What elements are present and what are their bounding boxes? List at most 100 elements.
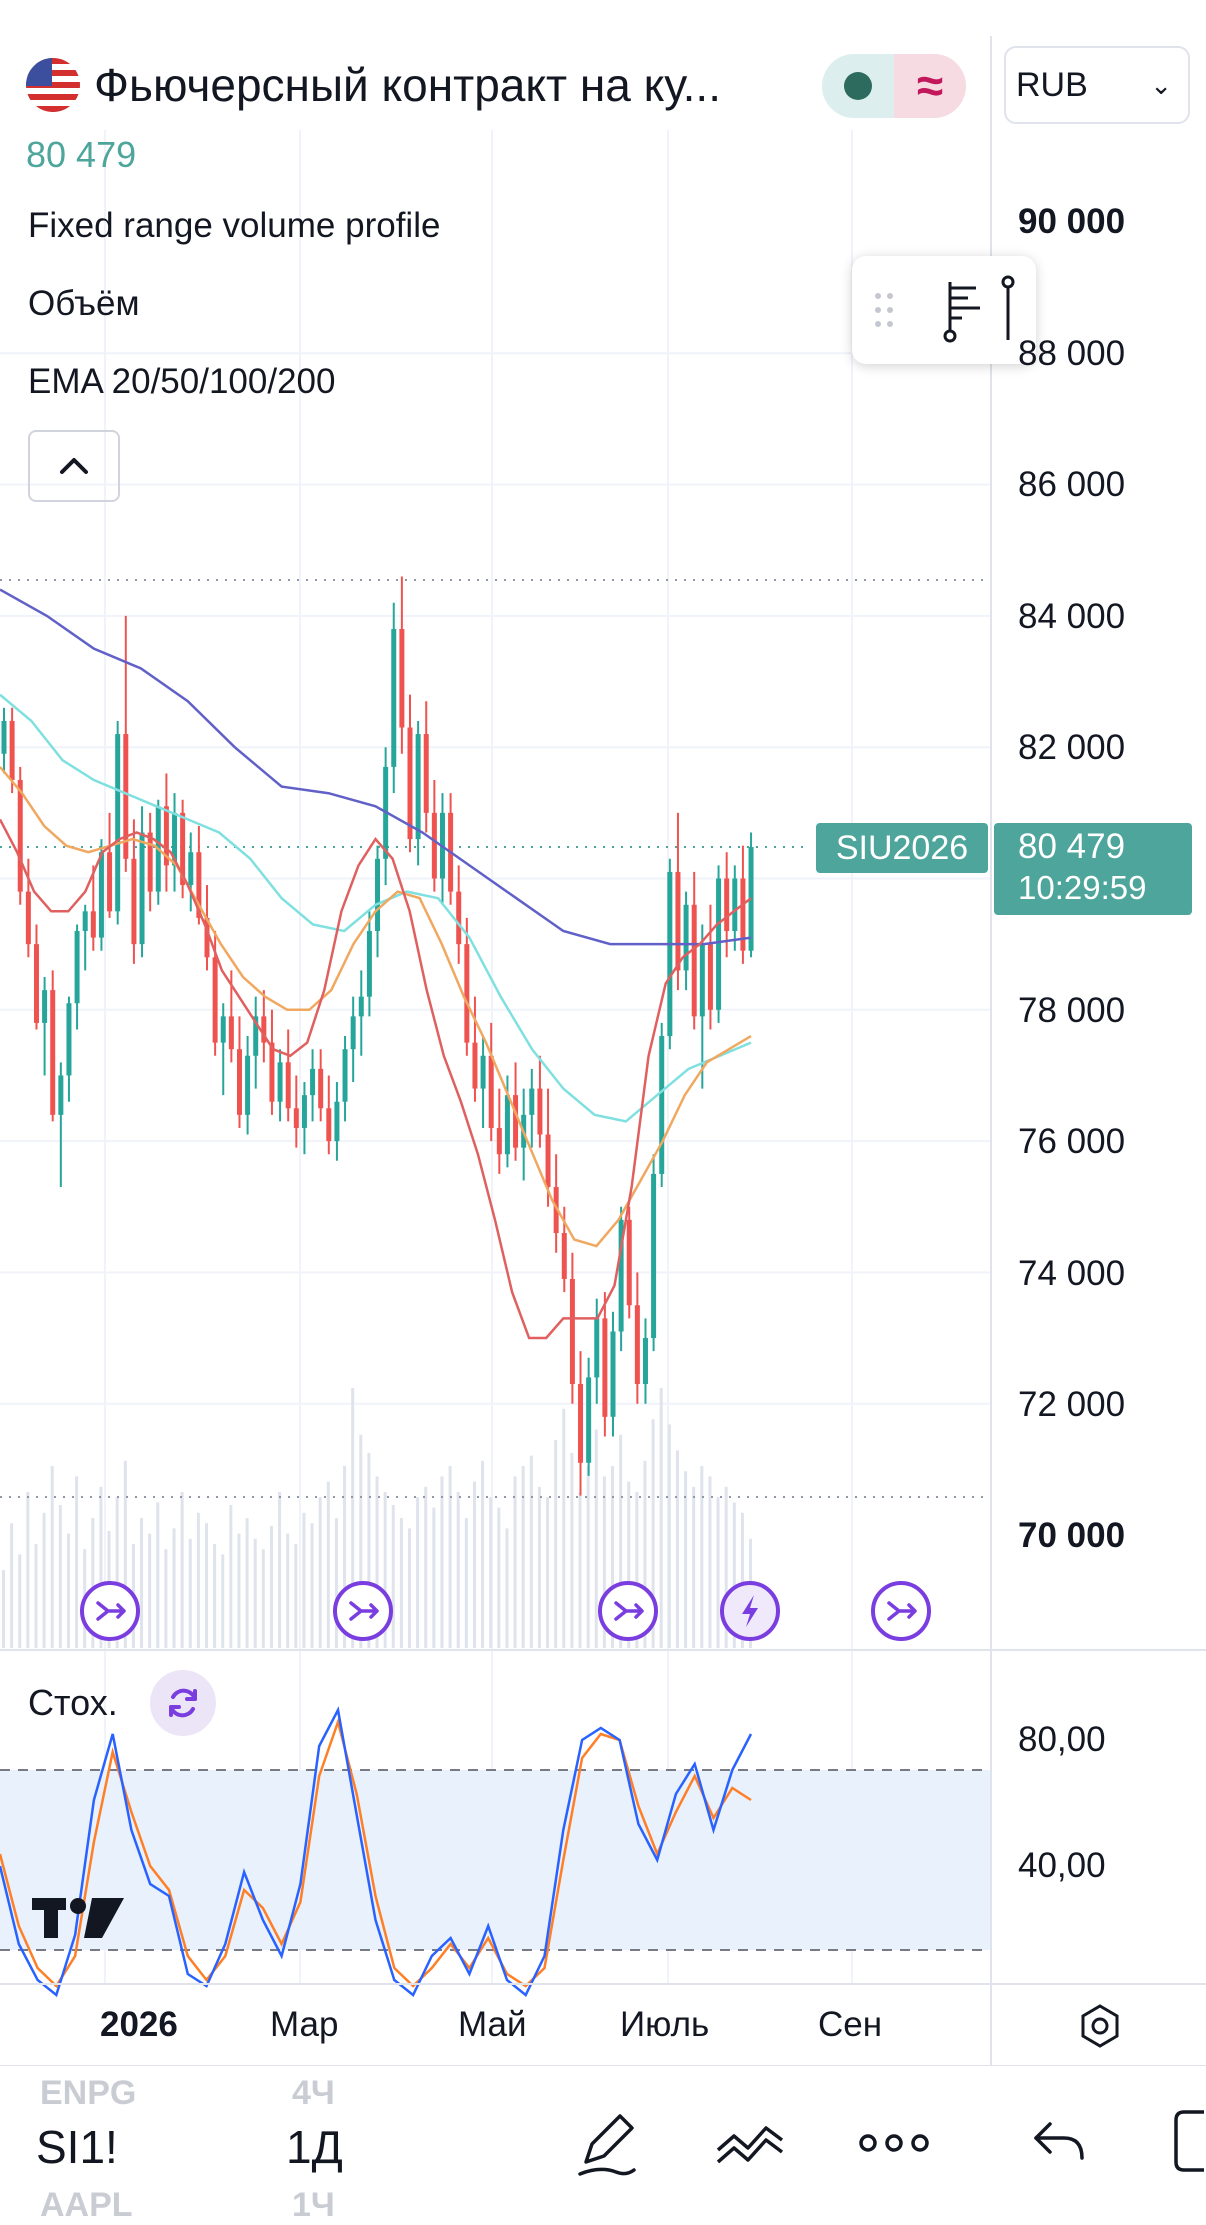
undo-icon[interactable] — [1030, 2114, 1090, 2171]
volume-bar — [156, 1502, 160, 1648]
candle-body — [228, 1016, 234, 1050]
volume-bar — [205, 1523, 208, 1648]
stochastic-label[interactable]: Стох. — [28, 1682, 118, 1723]
volume-bar — [554, 1440, 558, 1648]
fullscreen-icon[interactable] — [1170, 2108, 1206, 2179]
price-axis-label: 84 000 — [1018, 597, 1126, 636]
volume-bar — [529, 1455, 533, 1648]
candle-body — [66, 1003, 72, 1076]
indicators-icon[interactable] — [712, 2110, 788, 2175]
refresh-icon[interactable] — [150, 1670, 216, 1736]
currency-select[interactable]: RUB ⌄ — [1004, 46, 1190, 124]
price-axis-label: 90 000 — [1018, 202, 1126, 241]
candle-body — [699, 944, 705, 1017]
candle-body — [472, 1042, 478, 1089]
candle-body — [504, 1095, 510, 1155]
candle-body — [716, 878, 722, 1010]
chevron-down-icon: ⌄ — [1150, 70, 1172, 100]
interval-picker[interactable]: 1Д — [286, 2121, 343, 2173]
dividend-event-icon[interactable] — [333, 1581, 393, 1641]
volume-bar — [172, 1528, 176, 1648]
ghost-interval: 4Ч — [292, 2074, 335, 2112]
time-axis-label: 2026 — [100, 2005, 178, 2044]
price-axis-label: 82 000 — [1018, 728, 1126, 767]
market-status-pill[interactable]: ≈ — [822, 54, 966, 118]
volume-bar — [675, 1450, 679, 1648]
volume-bar — [164, 1549, 168, 1648]
stoch-k-line — [0, 1706, 753, 1998]
volume-bar — [602, 1476, 606, 1648]
volume-bar — [456, 1492, 460, 1648]
volume-bar — [594, 1429, 598, 1648]
ema100-line — [0, 693, 752, 1123]
candle-body — [107, 852, 113, 912]
candle-body — [74, 931, 80, 1004]
volume-bar — [578, 1492, 582, 1648]
candle-body — [261, 1016, 267, 1043]
collapse-legend-button[interactable] — [28, 430, 120, 502]
volume-profile-tool-icon[interactable] — [943, 282, 980, 343]
candle-body — [651, 1173, 657, 1339]
candle-body — [293, 1108, 299, 1128]
volume-bar — [213, 1544, 217, 1648]
volume-bar — [58, 1505, 62, 1648]
legend-ema[interactable]: EMA 20/50/100/200 — [28, 362, 336, 401]
candle-body — [578, 1384, 584, 1463]
dividend-event-icon[interactable] — [598, 1581, 658, 1641]
ghost-symbol: ENPG — [40, 2074, 137, 2112]
legend-volume[interactable]: Объём — [28, 284, 140, 323]
volume-bar — [302, 1512, 306, 1648]
candle-body — [545, 1134, 551, 1188]
candle-body — [634, 1305, 640, 1385]
volume-bar — [651, 1419, 655, 1648]
candle-body — [269, 1042, 275, 1102]
volume-bar — [261, 1549, 265, 1648]
candle-body — [163, 806, 169, 866]
candle-body — [537, 1088, 543, 1135]
candle-body — [358, 996, 364, 1017]
ghost-symbol: AAPL — [40, 2186, 133, 2224]
more-options-icon[interactable] — [858, 2128, 930, 2163]
time-axis-label: Май — [458, 2005, 527, 2044]
pen-draw-icon[interactable] — [570, 2104, 642, 2185]
candle-body — [618, 1219, 624, 1332]
volume-bar — [724, 1486, 728, 1648]
symbol-title[interactable]: Фьючерсный контракт на ку... — [94, 59, 721, 111]
volume-bar — [619, 1434, 623, 1648]
volume-bar — [318, 1497, 322, 1648]
tradingview-logo — [32, 1892, 126, 1947]
drawing-tools-popup[interactable] — [852, 256, 1036, 364]
volume-bar — [50, 1466, 54, 1648]
legend-volume-profile[interactable]: Fixed range volume profile — [28, 206, 441, 245]
lightning-event-icon[interactable] — [720, 1581, 780, 1641]
volume-bar — [481, 1460, 485, 1648]
ema-lines — [0, 588, 752, 1340]
candle-body — [659, 1036, 665, 1174]
volume-bar — [537, 1486, 541, 1648]
anchor-line-tool-icon[interactable] — [1001, 275, 1015, 340]
chart-settings-gear-icon[interactable] — [1074, 2000, 1126, 2057]
volume-bar — [99, 1486, 103, 1648]
candle-body — [25, 891, 31, 945]
volume-bar — [643, 1460, 647, 1648]
candle-body — [131, 858, 137, 945]
candle-body — [318, 1068, 324, 1109]
dividend-event-icon[interactable] — [80, 1581, 140, 1641]
us-flag-icon — [26, 58, 80, 112]
dividend-event-icon[interactable] — [871, 1581, 931, 1641]
price-axis-label: 88 000 — [1018, 334, 1126, 373]
volume-bar — [408, 1528, 411, 1648]
volume-bar — [659, 1388, 663, 1648]
candle-body — [310, 1068, 316, 1096]
volume-bar — [700, 1466, 704, 1648]
volume-bar — [196, 1512, 200, 1648]
time-axis-label: Сен — [818, 2005, 883, 2044]
candle-body — [707, 944, 713, 1010]
volume-bar — [716, 1497, 720, 1648]
volume-bar — [586, 1466, 590, 1648]
candle-body — [33, 944, 39, 1023]
price-axis-label: 78 000 — [1018, 991, 1126, 1030]
drag-handle-icon[interactable] — [875, 293, 893, 327]
symbol-picker[interactable]: SI1! — [36, 2121, 118, 2173]
